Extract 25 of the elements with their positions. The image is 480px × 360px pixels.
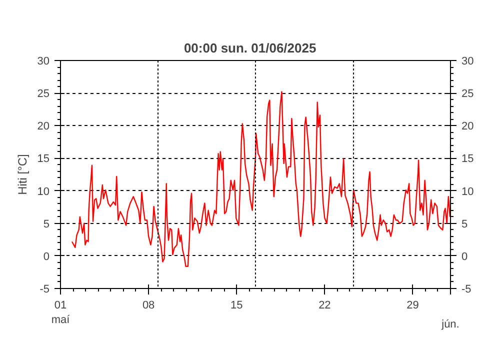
- y2-tick-label: -5: [462, 284, 472, 296]
- x-tick-label: 22: [318, 300, 331, 312]
- x-tick-label: 15: [230, 300, 243, 312]
- y-tick-label: 10: [37, 186, 50, 198]
- chart-title: 00:00 sun. 01/06/2025: [184, 40, 316, 56]
- y-axis-title: Hiti [°C]: [15, 154, 30, 195]
- y-tick-label: 20: [37, 120, 50, 133]
- y2-tick-label: 0: [462, 250, 468, 263]
- y2-tick-label: 10: [462, 186, 474, 198]
- x-tick-label: 01 maí: [51, 300, 71, 326]
- y2-tick-label: 20: [462, 120, 474, 133]
- y2-tick-label: 25: [462, 88, 474, 100]
- y2-tick-label: 5: [462, 218, 468, 230]
- x-tick-label: 29: [406, 300, 419, 312]
- y-tick-label: 25: [37, 88, 50, 100]
- x-tick-label: 08: [142, 300, 155, 312]
- y-tick-label: 30: [37, 56, 50, 68]
- y-tick-label: 0: [43, 250, 50, 263]
- y2-tick-label: 15: [462, 153, 474, 166]
- y2-tick-label: 30: [462, 56, 474, 68]
- text: jún.: [440, 318, 460, 330]
- y-tick-label: -5: [40, 284, 50, 296]
- y-tick-label: 15: [37, 153, 50, 166]
- y-tick-label: 5: [43, 218, 50, 230]
- line-series: [71, 91, 450, 267]
